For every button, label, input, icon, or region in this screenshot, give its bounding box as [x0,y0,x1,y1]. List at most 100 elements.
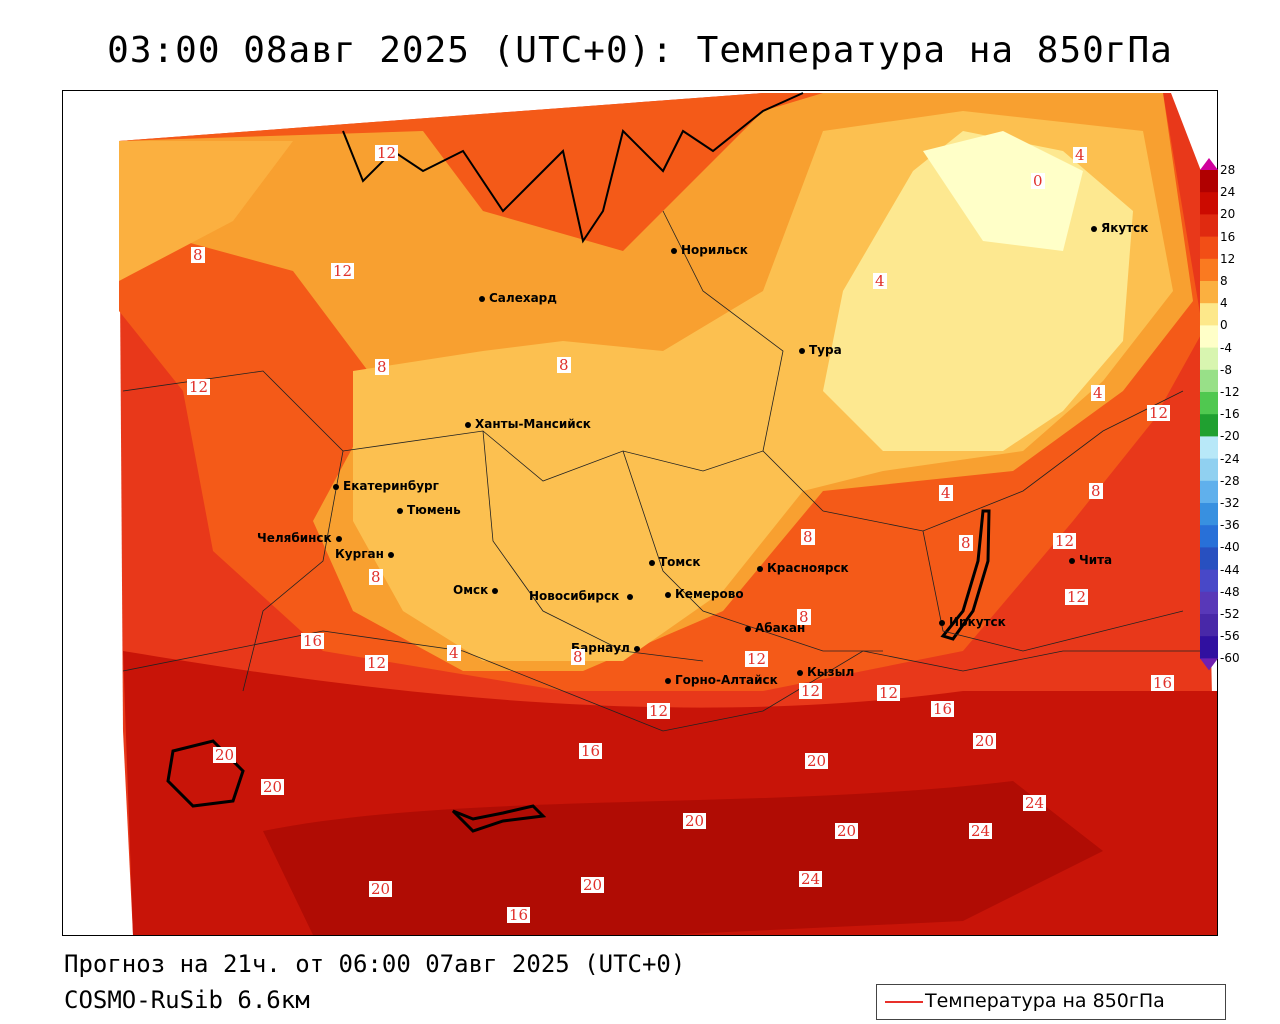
colorbar-tick-label: -56 [1220,629,1240,644]
isotherm-label: 12 [1147,404,1171,422]
temperature-map: Норильск Салехард Тура Якутск Ханты-Манс… [62,90,1218,936]
colorbar-bin [1200,569,1218,593]
city-dot-icon [1069,557,1075,564]
city-dot-icon [335,535,342,542]
colorbar-tick-label: -52 [1220,607,1240,621]
isotherm-label: 20 [973,732,997,750]
city-dot-icon [1091,225,1097,232]
isotherm-label: 16 [931,700,955,718]
legend-label: Температура на 850гПа [925,990,1165,1012]
colorbar-bin [1200,591,1218,615]
colorbar-tick-label: -36 [1220,518,1240,533]
isotherm-label: 12 [365,654,389,672]
city-khanty-mansiysk: Ханты-Мансийск [465,417,591,431]
isotherm-label: 20 [261,778,285,796]
colorbar-tick-label: 24 [1220,185,1236,200]
city-kurgan: Курган [335,547,398,561]
isotherm-label: 4 [447,644,461,662]
city-salekhard: Салехард [479,291,557,305]
colorbar-tick-label: 28 [1220,163,1236,177]
isotherm-label: 4 [1073,146,1087,164]
colorbar-bin [1200,236,1218,260]
isotherm-label: 16 [301,632,325,650]
colorbar-bin [1200,458,1218,482]
isotherm-label: 8 [191,246,205,264]
city-tura: Тура [799,343,842,357]
isotherm-label: 12 [799,682,823,700]
colorbar-tick-label: -4 [1220,340,1232,355]
isotherm-label: 12 [745,650,769,668]
city-dot-icon [479,295,485,302]
city-barnaul: Барнаул [571,641,644,655]
colorbar-bottom-arrow [1200,658,1218,671]
city-chita: Чита [1069,553,1112,567]
isotherm-label: 16 [1151,674,1175,692]
isotherm-label: 8 [1089,482,1103,500]
isotherm-label: 8 [369,568,383,586]
colorbar-scale [1200,158,1218,671]
city-dot-icon [465,421,471,428]
city-omsk: Омск [453,583,502,597]
colorbar-bin [1200,547,1218,571]
colorbar-bin [1200,436,1218,460]
isotherm-label: 8 [801,528,815,546]
isotherm-label: 16 [507,906,531,924]
colorbar-bin [1200,325,1218,349]
city-yakutsk: Якутск [1091,221,1148,235]
isotherm-label: 24 [1023,794,1047,812]
colorbar-bin [1200,170,1218,193]
isotherm-label: 12 [877,684,901,702]
colorbar-bin [1200,636,1218,659]
city-gorno-altaysk: Горно-Алтайск [665,673,778,687]
map-canvas [63,91,1217,935]
city-dot-icon [799,347,805,354]
city-dot-icon [387,551,394,558]
city-kemerovo: Кемерово [665,587,744,601]
city-dot-icon [633,645,640,652]
isotherm-label: 0 [1031,172,1045,190]
city-dot-icon [797,669,803,676]
isotherm-label: 20 [805,752,829,770]
colorbar-tick-label: -60 [1220,651,1240,666]
map-legend: Температура на 850гПа [876,984,1226,1020]
colorbar-tick-label: -48 [1220,584,1240,599]
city-chelyabinsk: Челябинск [257,531,346,545]
colorbar-bin [1200,369,1218,393]
city-dot-icon [757,565,763,572]
colorbar-bin [1200,347,1218,371]
city-kyzyl: Кызыл [797,665,854,679]
city-ekaterinburg: Екатеринбург [333,479,439,493]
isotherm-label: 12 [187,378,211,396]
colorbar-tick-label: -24 [1220,451,1240,466]
colorbar-bin [1200,192,1218,215]
colorbar-top-arrow [1200,158,1218,170]
city-dot-icon [671,247,677,254]
isotherm-label: 12 [1065,588,1089,606]
colorbar-tick-label: -32 [1220,496,1240,510]
city-dot-icon [665,591,671,598]
city-dot-icon [333,483,339,490]
city-krasnoyarsk: Красноярск [757,561,849,575]
isotherm-label: 12 [331,262,355,280]
colorbar-tick-label: -12 [1220,385,1240,399]
colorbar-tick-label: 8 [1220,274,1228,288]
colorbar-tick-label: -40 [1220,540,1240,555]
city-dot-icon [492,587,499,594]
isotherm-label: 20 [213,746,237,764]
isotherm-label: 20 [835,822,859,840]
colorbar-bin [1200,392,1218,415]
forecast-info: Прогноз на 21ч. от 06:00 07авг 2025 (UTC… [64,950,686,978]
city-abakan: Абакан [745,621,805,635]
city-dot-icon [649,559,655,566]
legend-line-swatch [885,1001,923,1003]
colorbar-tick-label: 16 [1220,229,1236,244]
temperature-colorbar [1200,158,1218,686]
isotherm-label: 4 [1091,384,1105,402]
city-novosibirsk: Новосибирск [529,589,637,603]
isotherm-label: 20 [369,880,393,898]
model-name: COSMO-RuSib 6.6км [64,986,310,1014]
isotherm-label: 8 [959,534,973,552]
colorbar-bin [1200,525,1218,548]
isotherm-label: 16 [579,742,603,760]
colorbar-bin [1200,281,1218,304]
